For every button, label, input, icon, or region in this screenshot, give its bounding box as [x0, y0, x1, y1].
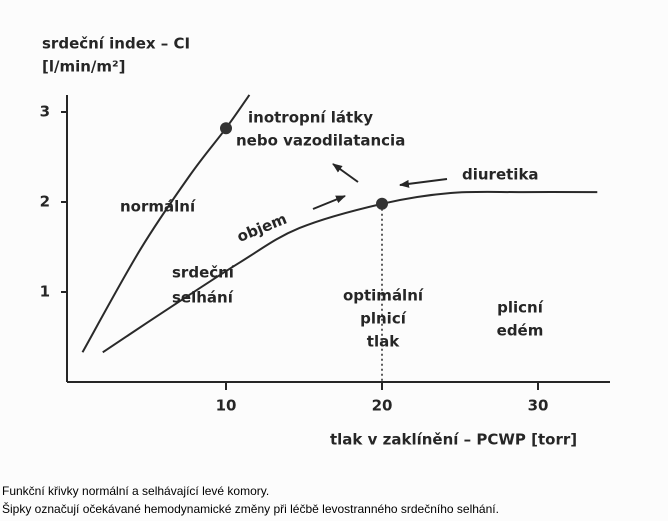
- point: [220, 122, 232, 135]
- annotation: optimální: [343, 287, 424, 305]
- caption: Funkční křivky normální a selhávající le…: [2, 484, 269, 498]
- annotation: edém: [497, 322, 544, 340]
- annotation: plnicí: [360, 310, 407, 328]
- annotation: objem: [234, 210, 289, 246]
- annotation: nebo vazodilatancia: [236, 132, 405, 150]
- curve: [81, 94, 251, 353]
- annotation: selhání: [172, 289, 234, 307]
- annotation: normální: [120, 198, 196, 216]
- annotation: srdeční: [172, 264, 235, 282]
- y-axis-label: [l/min/m²]: [42, 58, 125, 76]
- y-tick-label: 2: [40, 193, 50, 211]
- annotation: tlak: [367, 333, 400, 351]
- arrow: [399, 178, 448, 188]
- point: [376, 197, 388, 210]
- y-axis-label: srdeční index – CI: [42, 35, 190, 53]
- arrow: [332, 163, 359, 183]
- x-tick-label: 10: [216, 397, 237, 415]
- x-axis-label: tlak v zaklínění – PCWP [torr]: [330, 431, 577, 449]
- annotation: inotropní látky: [248, 109, 373, 127]
- x-tick-label: 30: [528, 397, 549, 415]
- annotation: diuretika: [462, 166, 539, 184]
- x-tick-label: 20: [372, 397, 393, 415]
- arrow: [312, 195, 346, 210]
- annotation: plicní: [497, 299, 544, 317]
- y-tick-label: 3: [40, 103, 50, 121]
- y-tick-label: 1: [40, 283, 50, 301]
- curve: [102, 190, 598, 354]
- caption: Šipky označují očekávané hemodynamické z…: [2, 501, 499, 516]
